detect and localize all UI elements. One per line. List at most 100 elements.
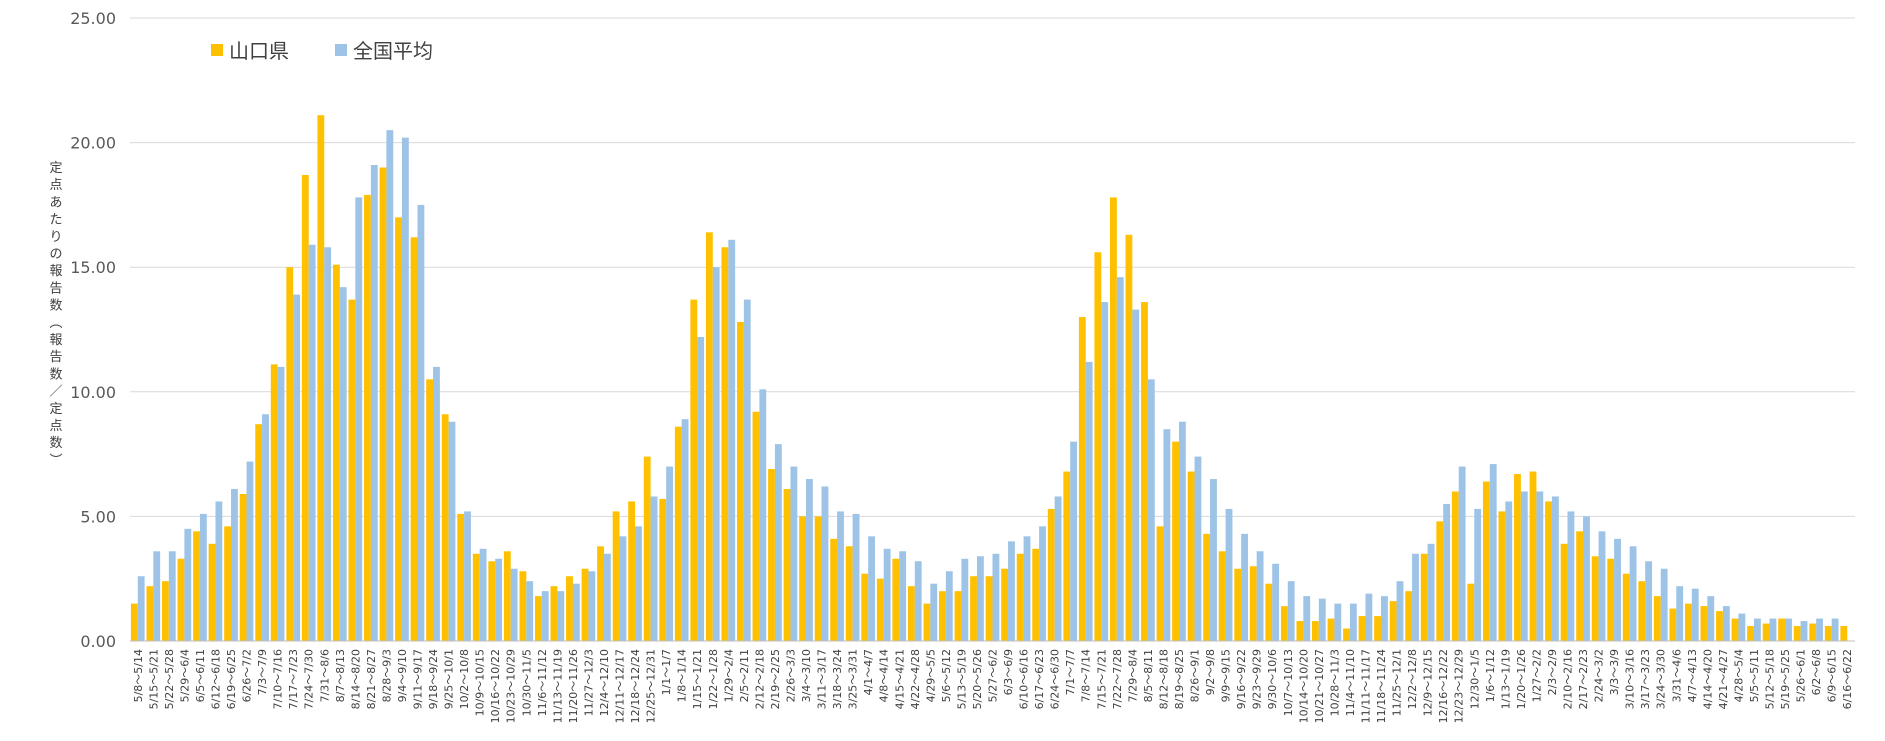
bar-national — [1800, 621, 1808, 641]
bar-national — [914, 561, 922, 641]
bar-national — [868, 536, 876, 641]
x-tick-label: 4/7～4/13 — [1686, 649, 1699, 702]
x-tick-label: 11/6～11/12 — [536, 649, 549, 716]
bar-yamaguchi — [939, 591, 946, 641]
bar-yamaguchi — [519, 571, 527, 641]
bar-national — [1785, 618, 1792, 641]
bar-yamaguchi — [410, 237, 418, 641]
x-tick-label: 3/25～3/31 — [847, 649, 860, 709]
x-tick-label: 12/4～12/10 — [598, 649, 611, 716]
x-tick-label: 11/20～11/26 — [567, 649, 580, 723]
x-tick-label: 12/11～12/17 — [614, 649, 627, 723]
bar-national — [184, 528, 192, 641]
bar-yamaguchi — [1653, 596, 1661, 641]
bar-national — [1381, 596, 1388, 641]
bar-yamaguchi — [1762, 623, 1770, 641]
x-tick-label: 5/8～5/14 — [132, 649, 145, 702]
bar-yamaguchi — [954, 591, 962, 641]
bar-national — [1163, 429, 1171, 641]
bar-national — [246, 461, 254, 641]
bar-national — [1443, 503, 1451, 641]
bar-yamaguchi — [1420, 553, 1428, 641]
x-tick-label: 7/10～7/16 — [272, 649, 285, 709]
x-tick-label: 6/17～6/23 — [1033, 649, 1046, 709]
x-tick-label: 4/14～4/20 — [1701, 649, 1714, 709]
x-tick-label: 6/19～6/25 — [225, 649, 238, 709]
bar-yamaguchi — [1467, 583, 1475, 641]
bar-yamaguchi — [348, 299, 356, 641]
x-tick-label: 11/4～11/10 — [1344, 649, 1357, 716]
bar-yamaguchi — [1078, 317, 1086, 641]
x-tick-label: 4/21～4/27 — [1717, 649, 1730, 709]
x-tick-label: 1/22～1/28 — [707, 649, 720, 709]
bar-yamaguchi — [1482, 481, 1490, 641]
y-tick-label: 15.00 — [70, 258, 116, 277]
x-tick-label: 4/1～4/7 — [862, 649, 875, 695]
bar-national — [1645, 561, 1653, 641]
bar-yamaguchi — [923, 603, 931, 641]
bar-national — [1614, 538, 1621, 641]
bars — [130, 115, 1848, 642]
bar-yamaguchi — [550, 586, 558, 641]
y-tick-label: 25.00 — [70, 9, 116, 28]
x-tick-label: 9/30～10/6 — [1266, 649, 1279, 709]
x-tick-label: 6/26～7/2 — [241, 649, 254, 702]
x-tick-label: 7/15～7/21 — [1095, 649, 1108, 709]
bar-yamaguchi — [597, 546, 604, 641]
bar-yamaguchi — [1280, 606, 1288, 641]
bar-yamaguchi — [1032, 548, 1040, 641]
x-tick-label: 6/5～6/11 — [194, 649, 207, 702]
bar-national — [1023, 536, 1031, 641]
bar-yamaguchi — [270, 364, 278, 641]
bar-yamaguchi — [1172, 441, 1179, 641]
x-tick-label: 11/13～11/19 — [551, 649, 564, 723]
legend-label-yamaguchi: 山口県 — [229, 39, 289, 63]
bar-national — [401, 137, 409, 641]
x-tick-label: 4/22～4/28 — [909, 649, 922, 709]
bar-national — [1676, 586, 1684, 641]
x-tick-label: 5/6～5/12 — [940, 649, 953, 702]
x-tick-label: 8/12～8/18 — [1157, 649, 1170, 709]
bar-national — [976, 556, 984, 641]
x-tick-label: 4/15～4/21 — [893, 649, 906, 709]
bar-yamaguchi — [301, 174, 309, 641]
x-tick-label: 7/17～7/23 — [287, 649, 300, 709]
x-tick-label: 3/17～3/23 — [1639, 649, 1652, 709]
bar-national — [619, 536, 627, 641]
x-tick-label: 12/23～12/29 — [1453, 649, 1466, 723]
x-tick-label: 8/19～8/25 — [1173, 649, 1186, 709]
bar-national — [1427, 543, 1435, 641]
bar-yamaguchi — [1249, 566, 1257, 641]
bar-national — [1101, 302, 1109, 641]
x-tick-label: 7/24～7/30 — [303, 649, 316, 709]
bar-national — [759, 389, 767, 641]
x-tick-label: 2/24～3/2 — [1593, 649, 1606, 702]
x-tick-label: 5/27～6/2 — [987, 649, 1000, 702]
bar-yamaguchi — [659, 498, 667, 641]
bar-yamaguchi — [1156, 526, 1164, 641]
bar-national — [293, 294, 301, 641]
bar-national — [774, 444, 782, 641]
bar-yamaguchi — [1669, 608, 1677, 641]
x-tick-label: 7/3～7/9 — [256, 649, 269, 695]
bar-national — [790, 466, 798, 641]
bar-yamaguchi — [1203, 533, 1211, 641]
bar-yamaguchi — [1374, 616, 1382, 641]
x-tick-label: 9/4～9/10 — [396, 649, 409, 702]
bar-national — [1831, 618, 1839, 641]
x-tick-label: 2/5～2/11 — [738, 649, 751, 702]
bar-yamaguchi — [1529, 471, 1537, 641]
x-tick-label: 10/16～10/22 — [489, 649, 502, 723]
x-tick-label: 2/12～2/18 — [753, 649, 766, 709]
bar-yamaguchi — [721, 247, 729, 641]
bar-yamaguchi — [1312, 621, 1319, 641]
bar-yamaguchi — [488, 561, 496, 641]
bar-national — [1660, 568, 1668, 641]
bar-yamaguchi — [1451, 491, 1459, 641]
y-tick-label: 5.00 — [80, 507, 116, 526]
bar-national — [1194, 456, 1202, 641]
bar-yamaguchi — [177, 558, 185, 641]
bar-yamaguchi — [1265, 583, 1273, 641]
bar-national — [1691, 588, 1699, 641]
x-tick-label: 3/4～3/10 — [800, 649, 813, 702]
